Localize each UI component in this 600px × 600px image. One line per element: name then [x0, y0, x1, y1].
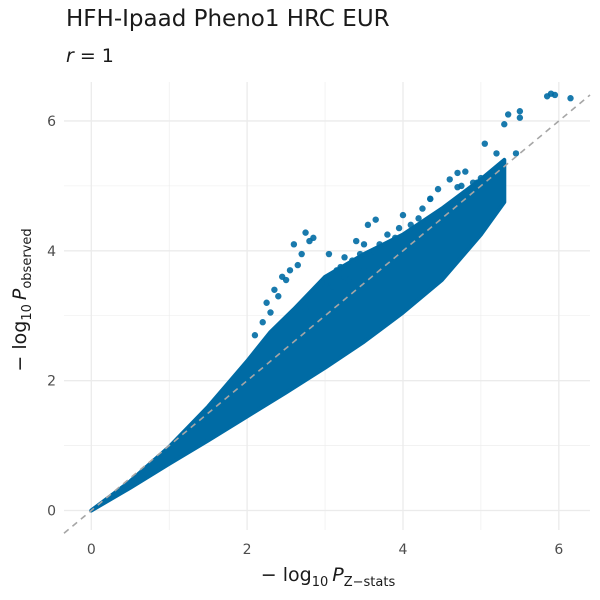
data-point [384, 231, 391, 238]
data-point [329, 283, 337, 290]
data-point [356, 250, 364, 258]
data-point [407, 221, 414, 229]
data-point [349, 257, 356, 264]
y-tick-label: 6 [47, 114, 56, 130]
dense-point-cloud [89, 157, 507, 513]
point-cloud [89, 157, 507, 513]
data-point [454, 169, 461, 177]
subtitle-value: = 1 [73, 45, 114, 67]
data-point [372, 216, 379, 223]
data-point [567, 95, 574, 102]
data-point [512, 150, 520, 157]
data-point [341, 254, 348, 261]
data-point [477, 174, 485, 182]
x-axis-ticks: 0 2 4 6 [87, 542, 564, 558]
data-point [294, 261, 301, 269]
identity-line [63, 94, 591, 534]
data-point [298, 250, 305, 258]
x-label-sub: Z−stats [344, 575, 396, 590]
data-point [501, 121, 508, 128]
data-points [251, 90, 574, 339]
y-label-sub: observed [20, 228, 35, 288]
data-point [543, 93, 551, 100]
data-point [271, 286, 278, 293]
data-point [388, 250, 395, 258]
data-point [376, 241, 383, 248]
y-tick-label: 0 [47, 504, 56, 520]
data-point [469, 179, 477, 186]
data-point [399, 211, 407, 219]
data-point [391, 234, 399, 242]
data-point [364, 221, 372, 229]
y-label-prefix: − log [9, 321, 31, 372]
data-point [481, 140, 488, 147]
data-point [493, 150, 500, 157]
data-point [516, 108, 524, 115]
data-point [360, 267, 368, 274]
x-tick-label: 4 [399, 542, 408, 558]
data-point [427, 195, 434, 203]
data-point [395, 224, 403, 232]
data-point [516, 114, 524, 121]
data-point [290, 241, 298, 248]
x-label-prefix: − log [261, 564, 312, 586]
data-point [446, 176, 453, 183]
data-point [306, 237, 313, 245]
reference-line [63, 94, 591, 534]
y-label-base: 10 [20, 304, 35, 321]
data-point [267, 309, 274, 316]
data-point [504, 111, 512, 118]
x-axis-label: − log10 PZ−stats [261, 564, 396, 590]
x-tick-label: 0 [87, 542, 96, 558]
data-point [302, 306, 309, 313]
x-label-base: 10 [312, 575, 329, 590]
data-point [263, 299, 270, 306]
data-point [462, 168, 469, 175]
y-label-var: P [9, 288, 31, 300]
data-point [286, 267, 294, 274]
data-point [278, 273, 286, 280]
data-point [458, 182, 465, 190]
data-point [368, 254, 376, 261]
y-axis-ticks: 0 2 4 6 [47, 114, 56, 520]
chart-subtitle: r = 1 [66, 45, 114, 67]
subtitle-variable: r [66, 45, 74, 67]
y-axis-label: − log10 Pobserved [9, 228, 35, 371]
data-point [415, 215, 422, 222]
data-point [275, 293, 282, 300]
data-point [434, 185, 442, 193]
data-point [259, 319, 266, 326]
data-point [419, 205, 426, 212]
y-tick-label: 2 [47, 374, 56, 390]
data-point [317, 280, 325, 287]
data-point [438, 208, 446, 216]
x-tick-label: 6 [554, 542, 563, 558]
data-point [333, 267, 340, 274]
data-point [341, 273, 348, 280]
data-point [325, 250, 333, 258]
data-point [302, 229, 309, 236]
x-label-var: P [332, 564, 344, 586]
data-point [360, 241, 368, 248]
x-tick-label: 2 [243, 542, 252, 558]
data-point [353, 237, 360, 245]
chart-title: HFH-Ipaad Pheno1 HRC EUR [66, 6, 390, 32]
y-tick-label: 4 [47, 244, 56, 260]
data-point [251, 332, 259, 339]
